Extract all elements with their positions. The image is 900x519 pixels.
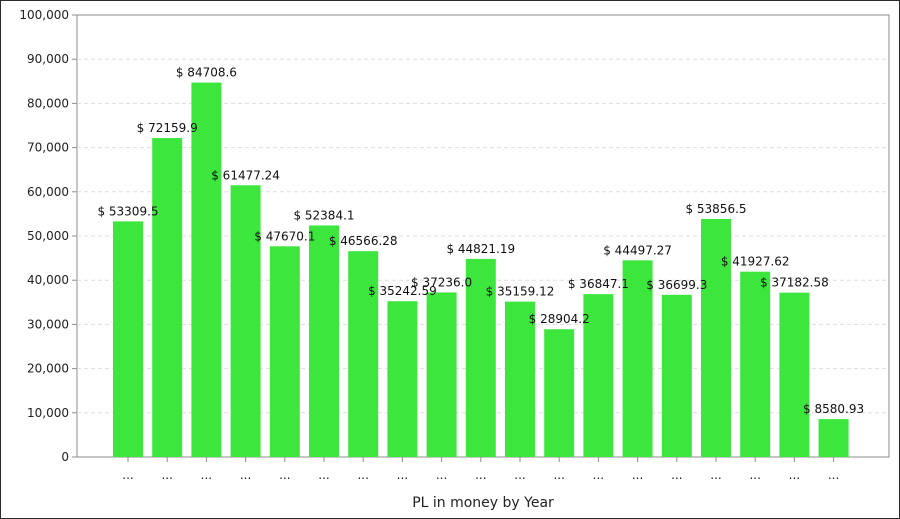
x-tick-label: ... — [749, 468, 760, 482]
bars — [113, 82, 849, 458]
bar — [740, 271, 771, 457]
bar-data-label: $ 52384.1 — [293, 208, 354, 222]
bar-data-label: $ 53309.5 — [97, 204, 158, 218]
x-tick-label: ... — [201, 468, 212, 482]
x-tick-label: ... — [122, 468, 133, 482]
bar — [191, 82, 222, 458]
bar-data-label: $ 47670.1 — [254, 229, 315, 243]
x-tick-label: ... — [161, 468, 172, 482]
y-tick-label: 10,000 — [27, 406, 69, 420]
x-tick-label: ... — [671, 468, 682, 482]
y-tick-label: 80,000 — [27, 96, 69, 110]
bar — [818, 419, 849, 457]
x-tick-label: ... — [553, 468, 564, 482]
bar — [426, 292, 457, 457]
bar-data-label: $ 8580.93 — [803, 402, 864, 416]
x-tick-label: ... — [710, 468, 721, 482]
bar-data-label: $ 36847.1 — [568, 277, 629, 291]
y-tick-label: 40,000 — [27, 273, 69, 287]
x-tick-label: ... — [240, 468, 251, 482]
y-tick-label: 70,000 — [27, 141, 69, 155]
bar — [465, 258, 496, 457]
bar — [544, 329, 575, 457]
bar — [152, 138, 183, 458]
bar — [701, 218, 731, 457]
y-tick-label: 50,000 — [27, 229, 69, 243]
bar — [269, 246, 300, 457]
x-axis: ........................................… — [122, 457, 839, 482]
bar-data-label: $ 36699.3 — [646, 278, 707, 292]
x-tick-label: ... — [514, 468, 525, 482]
bar — [779, 292, 810, 457]
bar-data-label: $ 44821.19 — [446, 242, 515, 256]
bar-data-label: $ 72159.9 — [137, 121, 198, 135]
bar — [583, 294, 614, 457]
x-tick-label: ... — [475, 468, 486, 482]
bar-data-label: $ 37236.0 — [411, 275, 472, 289]
bar — [622, 260, 653, 457]
x-tick-label: ... — [789, 468, 800, 482]
bar-data-label: $ 61477.24 — [211, 168, 280, 182]
y-tick-label: 20,000 — [27, 362, 69, 376]
data-labels: $ 53309.5 $ 72159.9 $ 84708.6 $ 61477.24 $ 4… — [97, 66, 864, 416]
x-tick-label: ... — [436, 468, 447, 482]
bar — [505, 301, 535, 457]
bar — [387, 301, 418, 457]
x-tick-label: ... — [279, 468, 290, 482]
x-tick-label: ... — [593, 468, 604, 482]
bar — [230, 185, 261, 457]
y-tick-label: 30,000 — [27, 317, 69, 331]
bar — [661, 294, 692, 457]
bar-data-label: $ 84708.6 — [176, 66, 237, 80]
bar-data-label: $ 28904.2 — [529, 312, 590, 326]
bar-data-label: $ 44497.27 — [603, 243, 672, 257]
bar — [113, 221, 143, 457]
bar-data-label: $ 37182.58 — [760, 276, 829, 290]
y-tick-label: 90,000 — [27, 52, 69, 66]
x-tick-label: ... — [318, 468, 329, 482]
bar-data-label: $ 35242.59 — [368, 284, 437, 298]
bar-data-label: $ 46566.28 — [329, 234, 398, 248]
y-tick-label: 60,000 — [27, 185, 69, 199]
x-tick-label: ... — [828, 468, 839, 482]
x-tick-label: ... — [632, 468, 643, 482]
x-tick-label: ... — [357, 468, 368, 482]
bar-data-label: $ 41927.62 — [721, 255, 790, 269]
y-tick-label: 100,000 — [19, 8, 69, 22]
y-axis: 0 10,000 20,000 30,000 40,000 50,000 60,000 70,… — [19, 8, 77, 464]
y-tick-label: 0 — [61, 450, 69, 464]
x-axis-title: PL in money by Year — [412, 495, 554, 511]
x-tick-label: ... — [397, 468, 408, 482]
bar-data-label: $ 53856.5 — [685, 202, 746, 216]
bar — [309, 225, 339, 457]
bar — [348, 251, 379, 457]
bar-data-label: $ 35159.12 — [486, 285, 555, 299]
